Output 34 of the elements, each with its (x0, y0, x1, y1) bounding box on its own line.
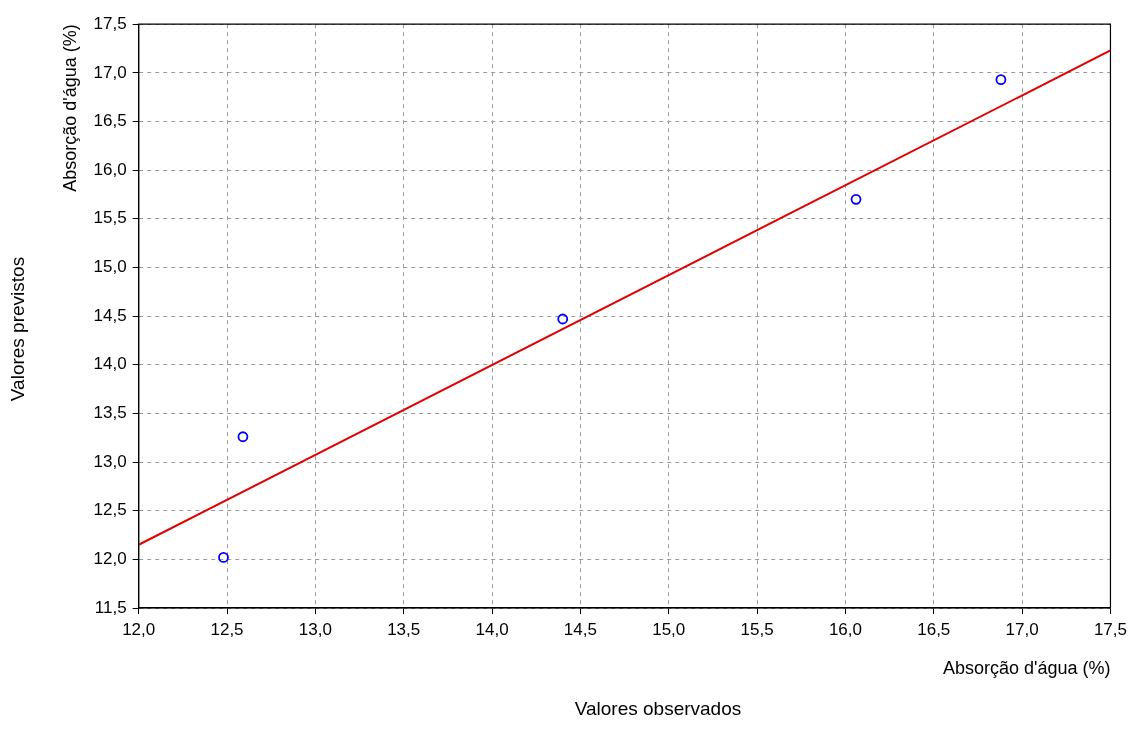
y-tick-label: 14,0 (93, 354, 127, 374)
x-axis-title: Absorção d'água (%) (942, 658, 1111, 679)
y-axis-title: Absorção d'água (%) (59, 24, 80, 192)
x-tick-label: 13,0 (298, 619, 332, 639)
point (237, 431, 249, 443)
x-tick-label: 16,0 (828, 619, 862, 639)
x-tick-label: 12,0 (122, 619, 156, 639)
y-tick-label: 13,5 (93, 403, 127, 423)
y-tick-label: 13,0 (93, 451, 127, 471)
point (995, 74, 1007, 86)
x-tick-label: 14,0 (475, 619, 509, 639)
x-tick-label: 16,5 (917, 619, 951, 639)
y-tick-label: 14,5 (93, 305, 127, 325)
x-tick-label: 17,5 (1093, 619, 1127, 639)
point (218, 552, 229, 563)
y-tick-label: 16,5 (93, 111, 127, 131)
x-tick-label: 12,5 (210, 619, 244, 639)
y-tick-label: 11,5 (94, 597, 127, 617)
y-tick-label: 15,5 (93, 208, 127, 228)
text: Valores observados (573, 698, 743, 720)
x-tick-label: 14,5 (563, 619, 597, 639)
x-tick-label: 15,5 (740, 619, 774, 639)
y-tick-label: 12,5 (93, 500, 127, 520)
point (557, 313, 569, 325)
y-tick-label: 15,0 (93, 257, 127, 277)
y-tick-label: 17,0 (93, 62, 127, 82)
text: Valores previstos (7, 255, 29, 404)
y-tick-label: 17,5 (93, 13, 127, 33)
x-tick-label: 15,0 (652, 619, 686, 639)
x-tick-label: 13,5 (387, 619, 421, 639)
y-tick-label: 12,0 (93, 549, 127, 569)
y-tick-label: 16,0 (93, 159, 127, 179)
point (850, 193, 862, 205)
x-tick-label: 17,0 (1005, 619, 1039, 639)
